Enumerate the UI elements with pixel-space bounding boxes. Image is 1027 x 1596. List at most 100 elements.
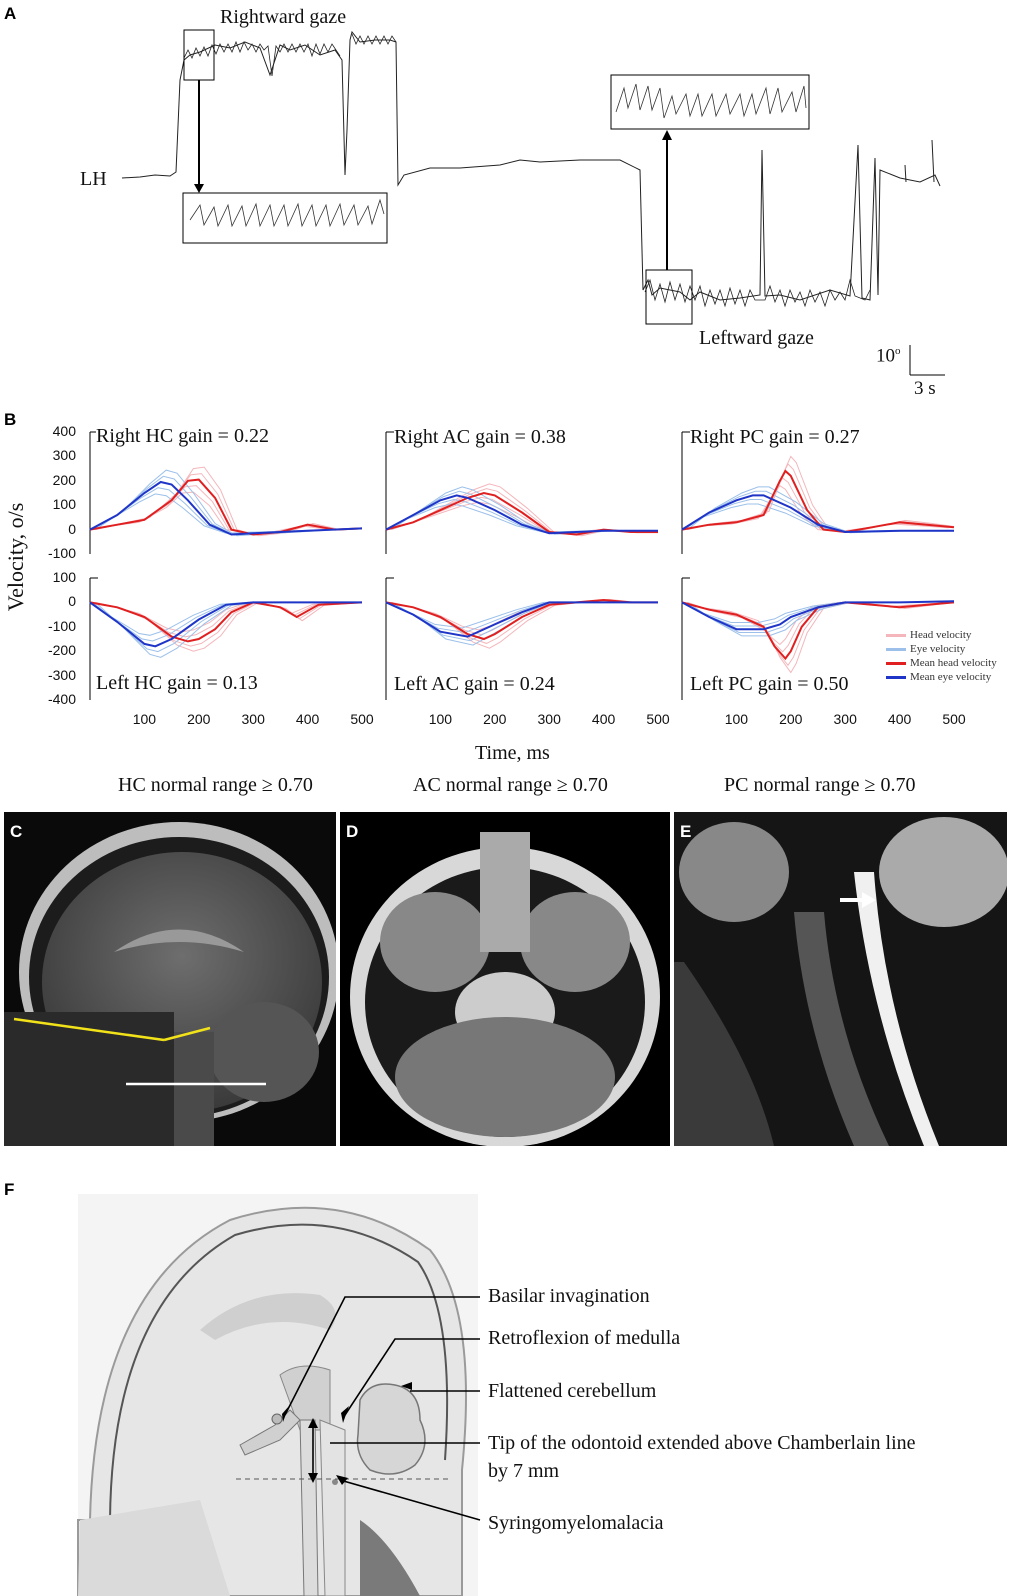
arrow-cerebellum-icon — [401, 1382, 412, 1390]
panel-label-f: F — [4, 1180, 15, 1199]
gain-right-ac: Right AC gain = 0.38 — [394, 426, 566, 449]
y-tick-label: 0 — [68, 520, 76, 537]
zoom-box-left-large — [610, 74, 810, 130]
y-tick-label: 100 — [52, 496, 76, 513]
x-tick-label: 400 — [591, 711, 616, 727]
arrow-basilar-icon — [282, 1406, 289, 1422]
individual-trace-head — [95, 601, 363, 652]
x-tick-label: 300 — [833, 711, 857, 727]
trace-segment-noise-top — [351, 33, 397, 45]
mean-head-line — [89, 478, 363, 536]
y-tick-label: -100 — [47, 545, 76, 561]
legend-swatch-head — [886, 634, 906, 637]
mri-sagittal-t2: E — [674, 812, 1007, 1146]
legend-swatch-mean-head — [886, 662, 906, 665]
chart-legend: Head velocity Eye velocity Mean head vel… — [886, 629, 1022, 689]
rightward-gaze-label: Rightward gaze — [220, 6, 347, 28]
y-tick-label: 300 — [52, 447, 76, 464]
x-tick-label: 200 — [187, 711, 211, 727]
x-axis-title: Time, ms — [475, 742, 550, 764]
x-tick-label: 300 — [241, 711, 265, 727]
mean-eye-line — [385, 494, 658, 535]
gain-right-hc: Right HC gain = 0.22 — [96, 425, 269, 448]
panel-label-d: D — [346, 822, 359, 841]
trace-segment-baseline — [121, 30, 941, 301]
annotation-retroflexion: Retroflexion of medulla — [488, 1327, 681, 1349]
mean-eye-line — [89, 480, 363, 536]
individual-trace-head — [388, 488, 658, 536]
x-tick-label: 500 — [942, 711, 966, 727]
gain-right-pc: Right PC gain = 0.27 — [690, 426, 860, 449]
normal-range-pc: PC normal range ≥ 0.70 — [724, 774, 916, 796]
x-tick-label: 500 — [350, 711, 374, 727]
x-tick-label: 300 — [537, 711, 561, 727]
vhit-charts — [89, 431, 955, 700]
panel-label-b: B — [4, 410, 17, 429]
annotation-flattened-cerebellum: Flattened cerebellum — [488, 1380, 657, 1402]
x-tick-label: 400 — [887, 711, 912, 727]
individual-trace-head — [95, 466, 363, 537]
gain-left-ac: Left AC gain = 0.24 — [394, 673, 555, 696]
scale-time-label: 3 s — [914, 378, 936, 399]
mean-eye-line — [385, 601, 658, 638]
arrow-syrinx-icon — [336, 1475, 348, 1485]
legend-mean-eye-velocity: Mean eye velocity — [910, 671, 992, 683]
x-tick-label: 100 — [724, 711, 749, 727]
annotation-basilar-invagination: Basilar invagination — [488, 1285, 650, 1307]
legend-head-velocity: Head velocity — [910, 629, 972, 641]
zoom-box-right-large — [182, 192, 388, 244]
mri-sagittal-t1: C — [4, 812, 336, 1146]
annotation-odontoid-mm: by 7 mm — [488, 1460, 560, 1482]
y-tick-label: 200 — [52, 471, 76, 488]
y-tick-label: -400 — [47, 691, 76, 707]
trace-label-lh: LH — [80, 168, 107, 190]
individual-trace-eye — [89, 493, 357, 534]
y-tick-label: 0 — [68, 593, 76, 610]
arrow-odontoid-down-icon — [308, 1473, 318, 1483]
schematic-diagram — [77, 1194, 481, 1596]
legend-swatch-mean-eye — [886, 676, 906, 679]
eye-position-trace — [121, 29, 945, 376]
x-tick-label: 100 — [428, 711, 453, 727]
x-tick-label: 100 — [132, 711, 157, 727]
mean-head-line — [89, 601, 363, 643]
gain-left-pc: Left PC gain = 0.50 — [690, 673, 849, 696]
zoom-box-right-small — [183, 29, 215, 81]
x-tick-label: 200 — [779, 711, 803, 727]
panel-label-a: A — [4, 4, 17, 23]
panel-label-c: C — [10, 822, 23, 841]
x-tick-label: 200 — [483, 711, 507, 727]
x-tick-label: 500 — [646, 711, 670, 727]
y-tick-label: -300 — [47, 666, 76, 683]
y-tick-label: -200 — [47, 642, 76, 659]
mean-head-line — [681, 469, 955, 534]
mri-axial: D — [340, 812, 670, 1146]
arrow-right-icon — [862, 892, 876, 908]
arrow-up-icon — [662, 130, 672, 140]
legend-swatch-eye — [886, 648, 906, 651]
gain-left-hc: Left HC gain = 0.13 — [96, 672, 258, 695]
arrow-odontoid-up-icon — [308, 1418, 318, 1428]
mean-eye-line — [681, 494, 954, 534]
leftward-gaze-label: Leftward gaze — [699, 327, 814, 349]
cerebellum-outline — [356, 1383, 426, 1475]
trace-segment-noise-left — [644, 278, 871, 308]
mean-eye-line — [681, 600, 955, 631]
panel-label-e: E — [680, 822, 692, 841]
x-tick-label: 400 — [295, 711, 320, 727]
annotation-odontoid: Tip of the odontoid extended above Chamb… — [488, 1432, 916, 1454]
y-tick-label: 100 — [52, 569, 76, 585]
normal-range-hc: HC normal range ≥ 0.70 — [118, 774, 313, 796]
mean-head-line — [385, 598, 658, 641]
scale-degree-label: 10o — [876, 345, 901, 367]
arrow-down-icon — [194, 184, 204, 193]
y-tick-label: -100 — [47, 617, 76, 634]
mean-eye-line — [89, 601, 362, 648]
legend-mean-head-velocity: Mean head velocity — [910, 657, 997, 669]
trace-segment-noise-right — [183, 40, 341, 77]
individual-trace-head — [391, 598, 658, 649]
zoom-box-left-small — [645, 269, 693, 325]
y-tick-label: 400 — [52, 423, 76, 439]
annotation-syringomyelomalacia: Syringomyelomalacia — [488, 1512, 664, 1534]
normal-range-ac: AC normal range ≥ 0.70 — [413, 774, 608, 796]
